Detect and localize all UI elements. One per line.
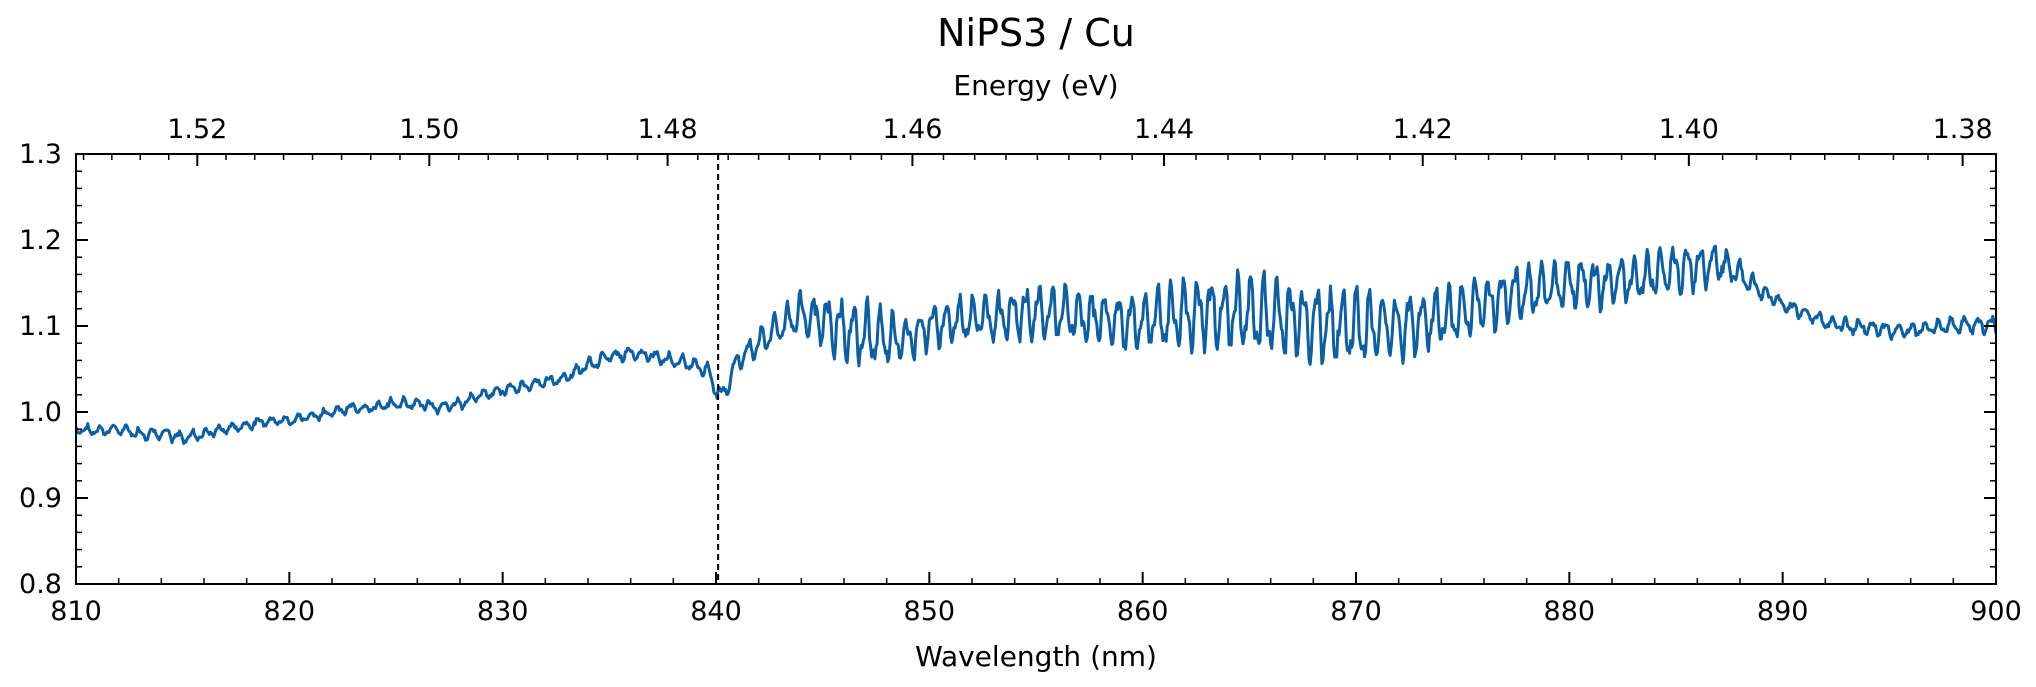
y-tick-label: 1.2: [19, 225, 62, 256]
plot-frame: [75, 153, 1997, 585]
x2-tick-label: 1.46: [882, 114, 942, 145]
x2-tick-label: 1.38: [1933, 114, 1993, 145]
x2-tick-label: 1.42: [1393, 114, 1453, 145]
bottom-axis-label: Wavelength (nm): [915, 640, 1157, 673]
y-tick-label: 1.3: [19, 139, 62, 170]
x-tick-label: 840: [690, 596, 742, 627]
x-tick-label: 860: [1117, 596, 1169, 627]
chart-title: NiPS3 / Cu: [937, 11, 1135, 55]
axis-ticks: 810 820 830 840 850 860 870 880 890 900 0.8 0.9 1.0 1…: [19, 114, 2022, 627]
y-tick-label: 1.1: [19, 311, 62, 342]
x2-tick-label: 1.50: [399, 114, 459, 145]
y-tick-label: 0.8: [19, 569, 62, 600]
y-tick-label: 1.0: [19, 397, 62, 428]
x-tick-label: 830: [477, 596, 529, 627]
x2-tick-label: 1.52: [167, 114, 227, 145]
x2-tick-label: 1.48: [638, 114, 698, 145]
x-tick-label: 900: [1970, 596, 2022, 627]
x-tick-label: 870: [1330, 596, 1382, 627]
plot-area: [76, 154, 1996, 584]
x-tick-label: 810: [50, 596, 102, 627]
x-tick-label: 890: [1757, 596, 1809, 627]
x2-tick-label: 1.40: [1659, 114, 1719, 145]
y-tick-label: 0.9: [19, 483, 62, 514]
x-tick-label: 880: [1544, 596, 1596, 627]
series-line: [76, 244, 1996, 446]
x2-tick-label: 1.44: [1134, 114, 1194, 145]
x-tick-label: 850: [904, 596, 956, 627]
x-tick-label: 820: [264, 596, 316, 627]
top-axis-label: Energy (eV): [953, 69, 1118, 102]
